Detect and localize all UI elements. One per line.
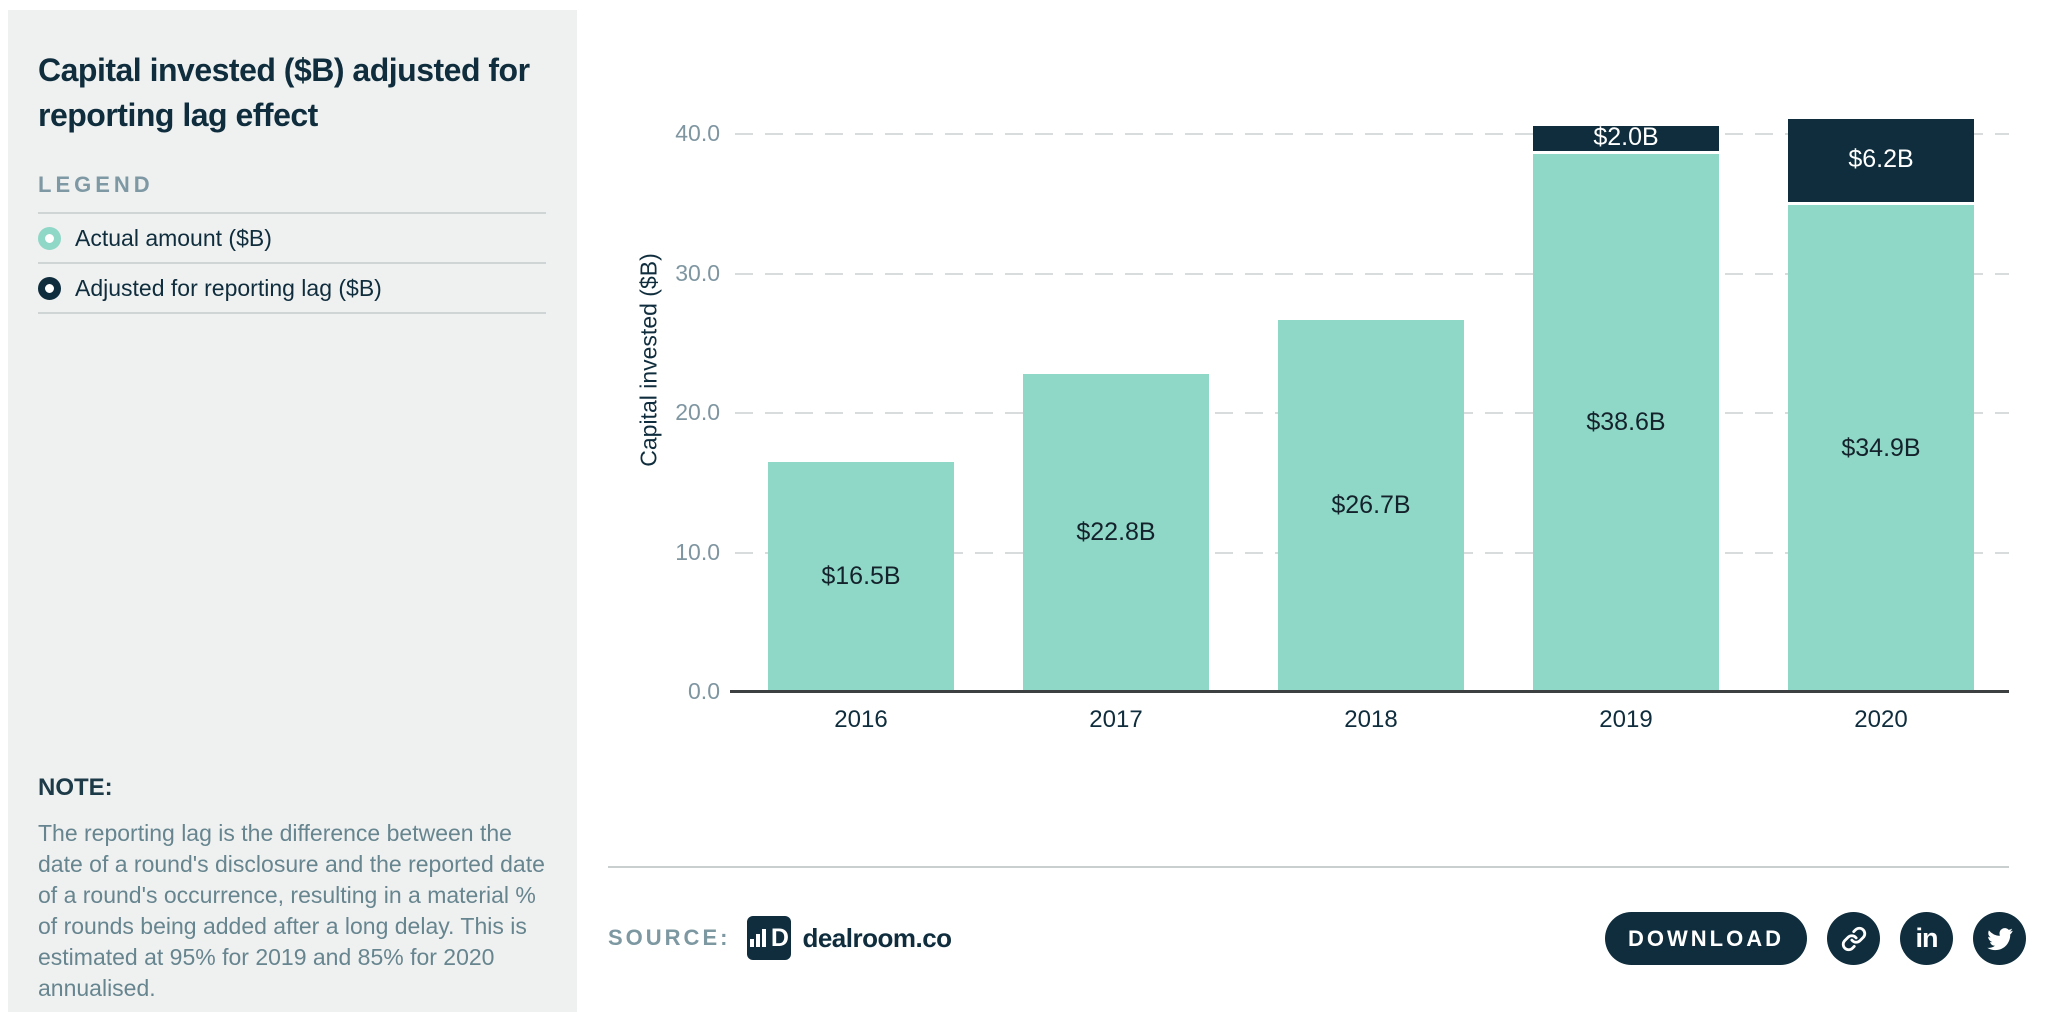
twitter-icon xyxy=(1986,927,2013,950)
legend-item-adjusted-lag[interactable]: Adjusted for reporting lag ($B) xyxy=(38,264,546,314)
share-linkedin-button[interactable]: in xyxy=(1900,912,1953,965)
note-heading: NOTE: xyxy=(38,774,113,801)
share-twitter-button[interactable] xyxy=(1973,912,2026,965)
note-text: The reporting lag is the difference betw… xyxy=(38,820,545,1001)
actual-amount-swatch-icon xyxy=(38,226,61,250)
x-axis-label-2019: 2019 xyxy=(1599,706,1653,733)
value-label-2016-actual: $16.5B xyxy=(821,561,901,590)
dealroom-logo-icon: D xyxy=(747,916,792,960)
value-label-2020-actual: $34.9B xyxy=(1841,433,1921,462)
bar-2020-adjusted xyxy=(1788,118,1974,203)
value-label-2019-adjusted: $2.0B xyxy=(1593,123,1659,152)
bar-2017-actual xyxy=(1023,373,1209,692)
x-axis-line xyxy=(730,690,2009,693)
bar-2019-actual xyxy=(1533,153,1719,692)
x-axis-label-2017: 2017 xyxy=(1089,706,1143,733)
legend-item-label: Actual amount ($B) xyxy=(75,224,272,251)
legend: Actual amount ($B) Adjusted for reportin… xyxy=(38,212,546,314)
adjusted-lag-swatch-icon xyxy=(38,276,61,300)
legend-heading: LEGEND xyxy=(38,172,154,197)
value-label-2020-adjusted: $6.2B xyxy=(1848,145,1914,174)
value-label-2018-actual: $26.7B xyxy=(1331,490,1411,519)
source-name: dealroom.co xyxy=(802,922,952,953)
bar-2018-actual xyxy=(1278,319,1464,692)
sidebar: Capital invested ($B) adjusted for repor… xyxy=(8,10,577,1012)
footer-divider xyxy=(608,866,2009,868)
download-button[interactable]: DOWNLOAD xyxy=(1605,912,1807,965)
x-axis-label-2018: 2018 xyxy=(1344,706,1398,733)
logo-bars-icon xyxy=(749,929,768,947)
gridline xyxy=(735,272,2009,275)
y-tick-label: 20.0 xyxy=(675,399,720,425)
y-tick-label: 10.0 xyxy=(675,538,720,565)
chart-title: Capital invested ($B) adjusted for repor… xyxy=(38,52,530,133)
footer-actions: DOWNLOAD in xyxy=(1605,912,2026,965)
y-tick-label: 40.0 xyxy=(675,120,720,146)
y-tick-label: 0.0 xyxy=(688,678,720,704)
x-axis-label-2020: 2020 xyxy=(1854,706,1908,733)
legend-item-label: Adjusted for reporting lag ($B) xyxy=(75,274,382,301)
source-label: SOURCE: xyxy=(608,925,731,950)
bar-2016-actual xyxy=(768,461,954,692)
y-axis-title: Capital invested ($B) xyxy=(635,253,662,467)
logo-letter: D xyxy=(770,923,789,952)
gridline xyxy=(735,133,2009,135)
y-tick-label: 30.0 xyxy=(675,259,720,286)
linkedin-icon: in xyxy=(1915,923,1939,953)
bar-2020-actual xyxy=(1788,205,1974,692)
source-row: SOURCE: D dealroom.co xyxy=(608,911,952,965)
x-axis-label-2016: 2016 xyxy=(834,706,888,733)
legend-item-actual-amount[interactable]: Actual amount ($B) xyxy=(38,214,546,264)
link-icon xyxy=(1841,926,1866,951)
bar-2019-adjusted xyxy=(1533,125,1719,151)
note-block: NOTE: The reporting lag is the differenc… xyxy=(38,774,547,1004)
share-link-button[interactable] xyxy=(1827,912,1880,965)
value-label-2019-actual: $38.6B xyxy=(1586,407,1666,436)
value-label-2017-actual: $22.8B xyxy=(1076,517,1156,546)
